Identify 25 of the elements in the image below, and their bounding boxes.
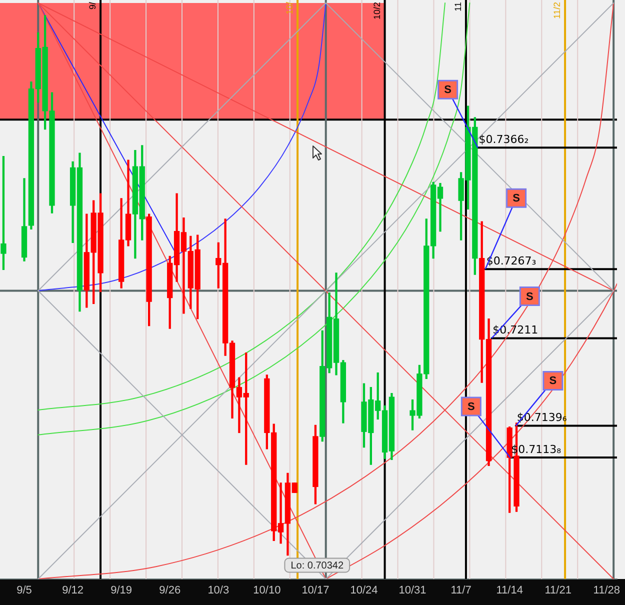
x-tick-label: 10/3 bbox=[208, 584, 230, 597]
annotation: S bbox=[512, 192, 520, 205]
annotation: S bbox=[444, 84, 452, 96]
x-tick-label: 9/12 bbox=[62, 584, 84, 597]
annotation: Lo: 0.70342 bbox=[290, 560, 344, 572]
annotation: S bbox=[526, 290, 534, 303]
x-tick-label: 10/10 bbox=[253, 584, 281, 597]
x-tick-label: 9/26 bbox=[159, 584, 181, 597]
x-tick-label: 10/17 bbox=[302, 584, 330, 597]
annotation: S bbox=[549, 375, 557, 388]
series-label: $0.7366₂ bbox=[478, 133, 529, 146]
x-tick-label: 11/28 bbox=[593, 584, 620, 597]
ref-line-label: 11/2 bbox=[552, 2, 562, 19]
x-tick-label: 10/24 bbox=[350, 584, 378, 597]
x-tick-label: 11/7 bbox=[450, 584, 472, 597]
ref-line-label: 9/ bbox=[88, 2, 98, 10]
x-tick-label: 11/21 bbox=[544, 584, 572, 597]
x-tick-label: 9/19 bbox=[110, 584, 132, 597]
x-tick-label: 9/5 bbox=[16, 584, 32, 597]
ref-line-label: 10/2 bbox=[372, 2, 382, 20]
ref-line-label: 10/ bbox=[284, 2, 295, 15]
x-tick-label: 11/14 bbox=[496, 584, 523, 597]
x-tick-label: 10/31 bbox=[398, 584, 426, 597]
ref-line-label: 11 bbox=[452, 2, 463, 12]
annotation: S bbox=[467, 401, 475, 414]
